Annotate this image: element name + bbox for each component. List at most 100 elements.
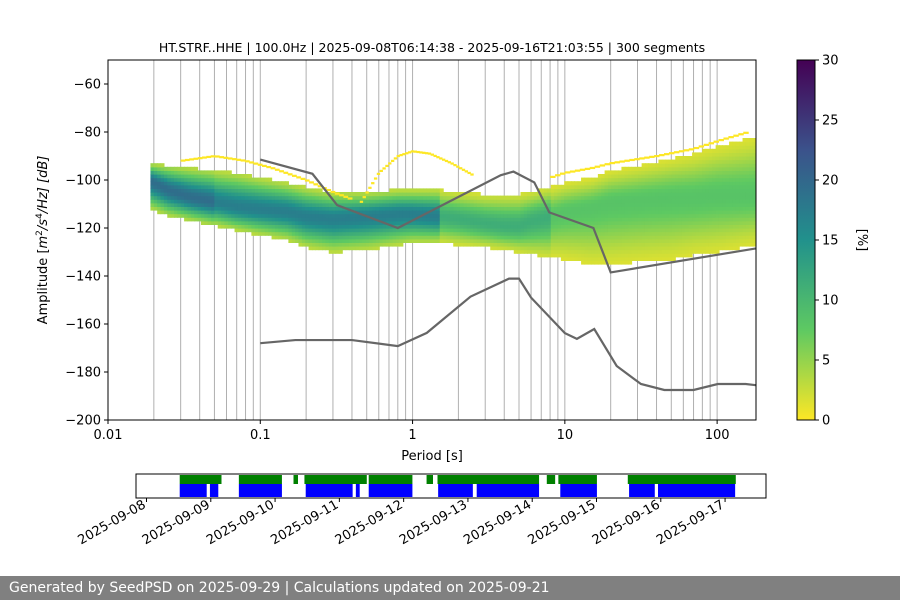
psd-cell <box>749 148 754 153</box>
psd-cell <box>695 163 700 168</box>
psd-cell <box>305 224 310 229</box>
psd-cell <box>261 210 266 215</box>
psd-cell <box>493 235 498 240</box>
psd-cell <box>618 231 623 236</box>
psd-cell <box>227 199 232 204</box>
psd-cell <box>174 174 178 179</box>
psd-cell <box>638 228 643 233</box>
psd-cell <box>745 202 750 207</box>
psd-cell <box>655 217 660 222</box>
psd-cell <box>308 228 313 233</box>
psd-cell <box>631 188 636 193</box>
psd-cell <box>517 235 522 240</box>
psd-cell <box>584 231 589 236</box>
psd-outlier-cell <box>283 171 289 174</box>
psd-cell <box>715 220 720 225</box>
psd-cell <box>725 145 730 150</box>
psd-cell <box>197 181 202 186</box>
psd-cell <box>681 177 686 182</box>
psd-outlier-cell <box>733 134 739 137</box>
psd-cell <box>644 181 649 186</box>
psd-cell <box>631 256 636 261</box>
psd-cell <box>180 206 185 211</box>
psd-cell <box>264 177 269 182</box>
psd-cell <box>160 202 165 207</box>
psd-cell <box>221 181 226 186</box>
psd-cell <box>224 202 229 207</box>
psd-cell <box>305 220 310 225</box>
psd-cell <box>708 148 713 153</box>
psd-cell <box>715 166 720 171</box>
psd-cell <box>271 202 276 207</box>
psd-cell <box>584 217 589 222</box>
psd-cell <box>359 220 363 225</box>
psd-cell <box>712 177 717 182</box>
psd-cell <box>665 206 670 211</box>
psd-cell <box>530 220 535 225</box>
psd-cell <box>695 184 700 189</box>
psd-cell <box>675 188 680 193</box>
psd-cell <box>332 206 337 211</box>
psd-cell <box>554 249 559 254</box>
psd-cell <box>365 192 370 197</box>
psd-cell <box>681 163 686 168</box>
psd-cell <box>278 202 283 207</box>
psd-cell <box>419 210 424 215</box>
psd-cell <box>742 206 747 211</box>
psd-cell <box>692 210 697 215</box>
psd-cell <box>153 206 158 211</box>
psd-cell <box>170 184 175 189</box>
psd-cell <box>396 242 400 247</box>
psd-cell <box>365 242 370 247</box>
psd-cell <box>187 213 192 218</box>
psd-cell <box>237 210 242 215</box>
psd-cell <box>214 184 219 189</box>
psd-cell <box>611 188 616 193</box>
psd-cell <box>718 202 723 207</box>
psd-cell <box>375 242 380 247</box>
psd-cell <box>483 199 488 204</box>
psd-cell <box>345 231 350 236</box>
psd-cell <box>513 210 518 215</box>
psd-cell <box>311 195 316 200</box>
psd-cell <box>739 174 744 179</box>
psd-cell <box>301 228 306 233</box>
psd-cell <box>322 231 326 236</box>
psd-cell <box>715 177 720 182</box>
psd-cell <box>274 228 279 233</box>
psd-cell <box>382 199 387 204</box>
psd-cell <box>752 192 756 197</box>
psd-cell <box>685 220 690 225</box>
psd-cell <box>675 238 680 243</box>
psd-cell <box>644 195 649 200</box>
psd-cell <box>604 249 609 254</box>
psd-cell <box>335 235 340 240</box>
psd-used-bar <box>179 484 207 497</box>
psd-cell <box>604 224 609 229</box>
psd-cell <box>163 192 168 197</box>
psd-cell <box>264 206 269 211</box>
psd-cell <box>318 220 323 225</box>
psd-cell <box>510 231 515 236</box>
psd-cell <box>742 224 747 229</box>
psd-cell <box>301 235 306 240</box>
psd-cell <box>638 181 643 186</box>
psd-cell <box>406 235 411 240</box>
psd-cell <box>503 224 508 229</box>
psd-cell <box>581 184 586 189</box>
psd-cell <box>466 224 471 229</box>
psd-cell <box>184 174 189 179</box>
psd-cell <box>658 238 663 243</box>
psd-cell <box>456 210 461 215</box>
psd-cell <box>722 242 727 247</box>
psd-cell <box>493 224 498 229</box>
psd-cell <box>611 220 616 225</box>
psd-cell <box>651 202 656 207</box>
psd-cell <box>470 213 475 218</box>
psd-cell <box>745 138 750 143</box>
psd-cell <box>416 202 421 207</box>
psd-cell <box>644 224 649 229</box>
psd-cell <box>655 166 660 171</box>
psd-cell <box>752 195 756 200</box>
